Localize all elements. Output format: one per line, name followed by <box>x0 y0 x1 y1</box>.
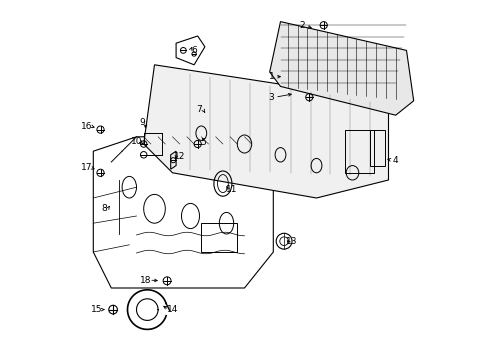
Bar <box>172 151 201 169</box>
Bar <box>370 130 384 166</box>
Text: 2: 2 <box>299 22 305 31</box>
Text: 18: 18 <box>140 276 151 284</box>
Polygon shape <box>269 22 413 115</box>
Text: 15: 15 <box>91 305 102 314</box>
Bar <box>201 223 237 252</box>
Text: 3: 3 <box>268 93 274 102</box>
Text: 4: 4 <box>392 156 398 165</box>
Text: 11: 11 <box>225 185 237 194</box>
Text: 16: 16 <box>81 122 92 131</box>
Text: 10: 10 <box>130 137 142 146</box>
Text: 8: 8 <box>101 204 107 213</box>
Text: 1: 1 <box>268 72 274 81</box>
Text: 6: 6 <box>191 46 197 55</box>
Text: 12: 12 <box>174 152 185 161</box>
Text: 5: 5 <box>200 138 205 147</box>
Text: 14: 14 <box>166 305 178 314</box>
Text: 13: 13 <box>285 237 296 246</box>
Bar <box>345 130 373 173</box>
Polygon shape <box>143 65 387 198</box>
Text: 9: 9 <box>139 118 144 127</box>
Text: 17: 17 <box>81 163 92 172</box>
Text: 7: 7 <box>196 105 202 114</box>
